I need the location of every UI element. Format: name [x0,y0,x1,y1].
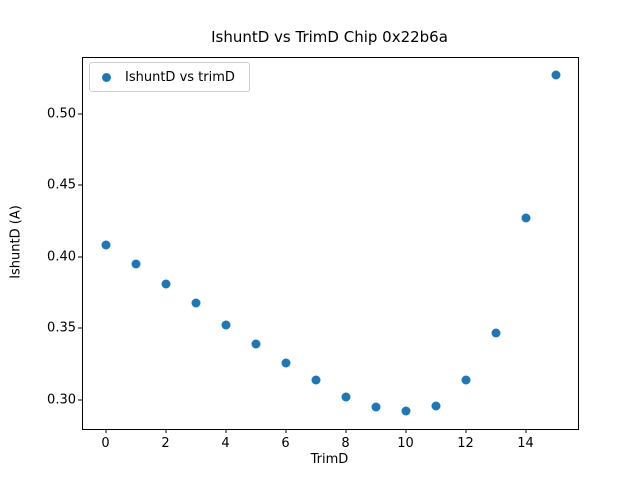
data-point [551,70,560,80]
plot-area: IshuntD vs trimD 0 2 4 6 8 10 12 14 0.30 0.35 0.40… [47,57,579,451]
legend-label: IshuntD vs trimD [125,69,235,85]
x-tick-label: 8 [341,436,350,451]
y-tick-mark [78,256,82,258]
x-tick-label: 2 [161,436,170,451]
data-point [101,240,110,250]
y-tick-mark [78,327,82,329]
data-point [431,401,440,411]
x-tick-label: 0 [101,436,110,451]
y-tick-label: 0.35 [47,320,76,336]
y-tick-mark [78,113,82,115]
chart-title: IshuntD vs TrimD Chip 0x22b6a [211,28,448,46]
data-point [521,213,530,223]
x-tick-label: 4 [221,436,230,451]
x-tick-label: 12 [457,436,474,451]
data-point [311,375,320,385]
y-tick-mark [78,399,82,401]
x-tick-mark [465,429,466,433]
x-tick-label: 14 [517,436,534,451]
data-point [281,358,290,368]
x-tick-mark [285,429,286,433]
data-point [251,339,260,349]
x-tick-mark [405,429,406,433]
data-point [371,402,380,412]
data-point [221,320,230,330]
x-tick-mark [165,429,166,433]
y-axis-label: IshuntD (A) [8,205,24,279]
y-tick-label: 0.40 [47,249,76,265]
data-point [131,259,140,269]
x-tick-mark [105,429,106,433]
x-tick-label: 6 [281,436,290,451]
x-axis-label: TrimD [310,452,349,467]
data-point [491,328,500,338]
data-point [401,406,410,416]
data-point [161,279,170,289]
y-tick-label: 0.30 [47,392,76,408]
x-tick-mark [345,429,346,433]
legend: IshuntD vs trimD [89,62,250,92]
data-point [191,298,200,308]
legend-marker-dot-icon [102,72,111,82]
x-tick-mark [525,429,526,433]
y-tick-mark [78,184,82,186]
x-tick-mark [225,429,226,433]
x-tick-label: 10 [397,436,414,451]
y-tick-label: 0.50 [47,106,76,122]
data-point [461,375,470,385]
y-tick-label: 0.45 [47,177,76,193]
data-point [341,392,350,402]
